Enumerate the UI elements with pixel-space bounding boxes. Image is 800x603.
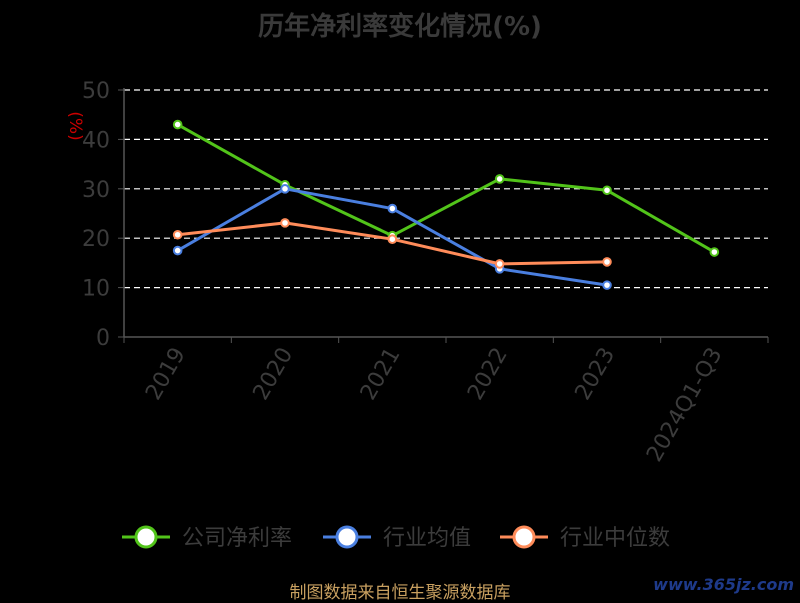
- y-tick-label: 0: [96, 326, 110, 351]
- legend-label[interactable]: 公司净利率: [182, 526, 292, 551]
- data-point[interactable]: [387, 203, 398, 214]
- data-point[interactable]: [280, 218, 290, 228]
- x-tick-label: 2020: [249, 344, 299, 405]
- data-point[interactable]: [280, 184, 290, 194]
- watermark: www.365jz.com: [653, 575, 794, 594]
- data-point[interactable]: [494, 174, 505, 184]
- x-tick-label: 2023: [571, 344, 621, 405]
- y-tick-label: 40: [82, 128, 110, 153]
- legend-label[interactable]: 行业均值: [383, 526, 471, 551]
- data-source-note: 制图数据来自恒生聚源数据库: [289, 583, 511, 603]
- legend-label[interactable]: 行业中位数: [560, 526, 670, 551]
- y-tick-label: 30: [82, 178, 110, 203]
- data-point[interactable]: [602, 280, 612, 290]
- y-axis-label: (%): [65, 111, 85, 140]
- data-point[interactable]: [494, 259, 505, 269]
- x-tick-label: 2022: [463, 343, 513, 404]
- y-tick-label: 10: [82, 277, 110, 302]
- x-tick-label: 2021: [356, 344, 406, 405]
- legend-marker: [134, 525, 158, 549]
- y-tick-label: 50: [82, 79, 110, 104]
- chart-title: 历年净利率变化情况(%): [258, 12, 542, 42]
- data-point[interactable]: [172, 229, 183, 240]
- data-point[interactable]: [602, 185, 612, 196]
- data-point[interactable]: [172, 119, 183, 130]
- x-tick-label: 2019: [141, 344, 191, 405]
- data-point[interactable]: [602, 257, 612, 267]
- data-point[interactable]: [709, 247, 720, 257]
- legend-marker: [335, 525, 359, 549]
- legend-marker: [512, 525, 536, 549]
- x-tick-label: 2024Q1-Q3: [642, 344, 727, 467]
- y-tick-label: 20: [82, 227, 110, 252]
- data-point[interactable]: [387, 234, 398, 244]
- data-point[interactable]: [172, 245, 183, 256]
- series-line-0: [176, 123, 716, 254]
